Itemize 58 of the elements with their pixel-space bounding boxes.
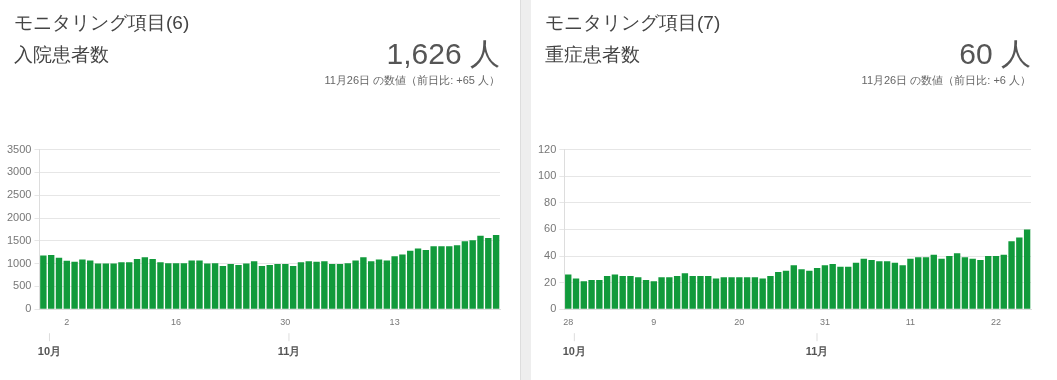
y-tick-label: 500 <box>13 279 32 292</box>
y-tick-label: 20 <box>544 275 557 288</box>
bar <box>133 259 141 309</box>
bar <box>992 256 1000 309</box>
y-tick-label: 2000 <box>6 211 32 224</box>
x-tick-label: 13 <box>389 317 400 328</box>
bar <box>642 279 650 309</box>
y-tick-label: 120 <box>537 142 557 155</box>
text: 11月26日 の数値（前日比: +6 人） <box>861 73 1031 88</box>
text: 1,626 人 <box>386 36 500 72</box>
bar <box>565 274 572 309</box>
bar <box>453 245 461 309</box>
bar <box>219 265 227 309</box>
text: 10月 <box>562 345 586 358</box>
y-tick-label: 80 <box>544 195 557 208</box>
x-tick-label: 2 <box>64 317 70 328</box>
bar <box>172 263 180 309</box>
chart-title: モニタリング項目(6) <box>14 11 190 35</box>
y-tick-label: 60 <box>544 222 557 235</box>
chart-subtitle: 入院患者数 <box>14 43 109 67</box>
y-tick-label: 100 <box>537 169 557 182</box>
bar <box>572 278 580 309</box>
bar <box>852 262 860 309</box>
bar <box>211 263 219 309</box>
y-tick-label: 0 <box>25 302 32 315</box>
text: 11月 <box>277 345 301 358</box>
x-tick-label: 28 <box>563 317 574 328</box>
y-tick-label: 1500 <box>6 233 32 246</box>
bar <box>414 248 422 309</box>
bar <box>922 257 930 309</box>
x-tick-label: 16 <box>171 317 182 328</box>
y-tick-label: 3000 <box>6 165 32 178</box>
y-tick-label: 40 <box>544 249 557 262</box>
x-tick-label: 22 <box>990 317 1002 328</box>
bar <box>55 257 63 309</box>
chart-subtitle: 重症患者数 <box>545 43 640 67</box>
bar <box>782 270 790 309</box>
text: 11月26日 の数値（前日比: +65 人） <box>324 73 500 88</box>
x-tick-label: 31 <box>819 317 830 328</box>
y-tick-label: 2500 <box>6 188 32 201</box>
text: 11月 <box>805 345 829 358</box>
y-tick-label: 1000 <box>6 256 32 269</box>
chart-title: モニタリング項目(7) <box>545 11 721 35</box>
bar <box>492 235 500 309</box>
bar <box>94 263 102 309</box>
x-tick-label: 11 <box>905 317 916 328</box>
bar <box>336 264 344 309</box>
bar <box>712 278 720 309</box>
text: 10月 <box>37 345 62 358</box>
y-tick-label: 3500 <box>6 142 32 155</box>
text: 60 人 <box>959 36 1031 72</box>
y-tick-label: 0 <box>550 302 557 315</box>
bar <box>297 262 305 309</box>
x-tick-label: 9 <box>651 317 657 328</box>
bar <box>258 265 266 309</box>
bar <box>375 259 383 309</box>
x-tick-label: 20 <box>734 317 745 328</box>
x-tick-label: 30 <box>280 317 291 328</box>
